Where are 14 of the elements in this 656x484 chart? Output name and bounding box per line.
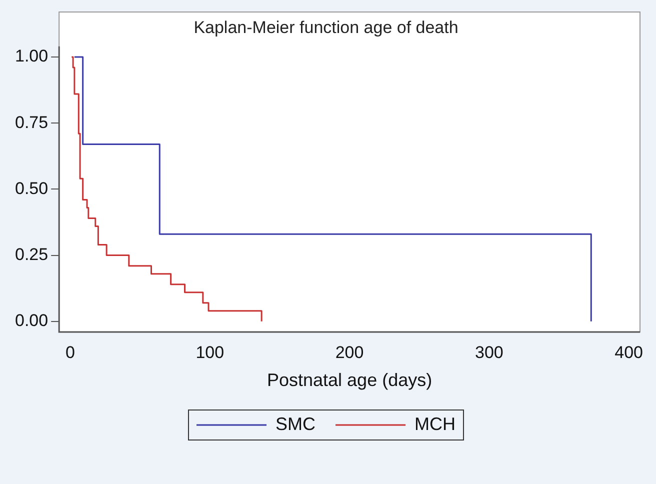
x-tick-label: 100 <box>196 342 224 362</box>
x-tick-label: 400 <box>614 342 644 362</box>
x-tick-label: 200 <box>335 342 364 362</box>
chart-title: Kaplan-Meier function age of death <box>194 18 458 37</box>
x-tick-label: 0 <box>66 342 75 362</box>
y-tick-label: 0.00 <box>14 311 48 330</box>
y-tick-label: 0.25 <box>14 245 48 264</box>
x-tick-label: 300 <box>475 342 504 362</box>
legend-label: MCH <box>414 414 456 434</box>
y-tick-label: 1.00 <box>14 46 48 66</box>
x-axis-title: Postnatal age (days) <box>266 370 432 390</box>
legend-label: SMC <box>276 414 316 434</box>
y-tick-label: 0.75 <box>14 112 48 132</box>
y-tick-label: 0.50 <box>14 178 48 198</box>
